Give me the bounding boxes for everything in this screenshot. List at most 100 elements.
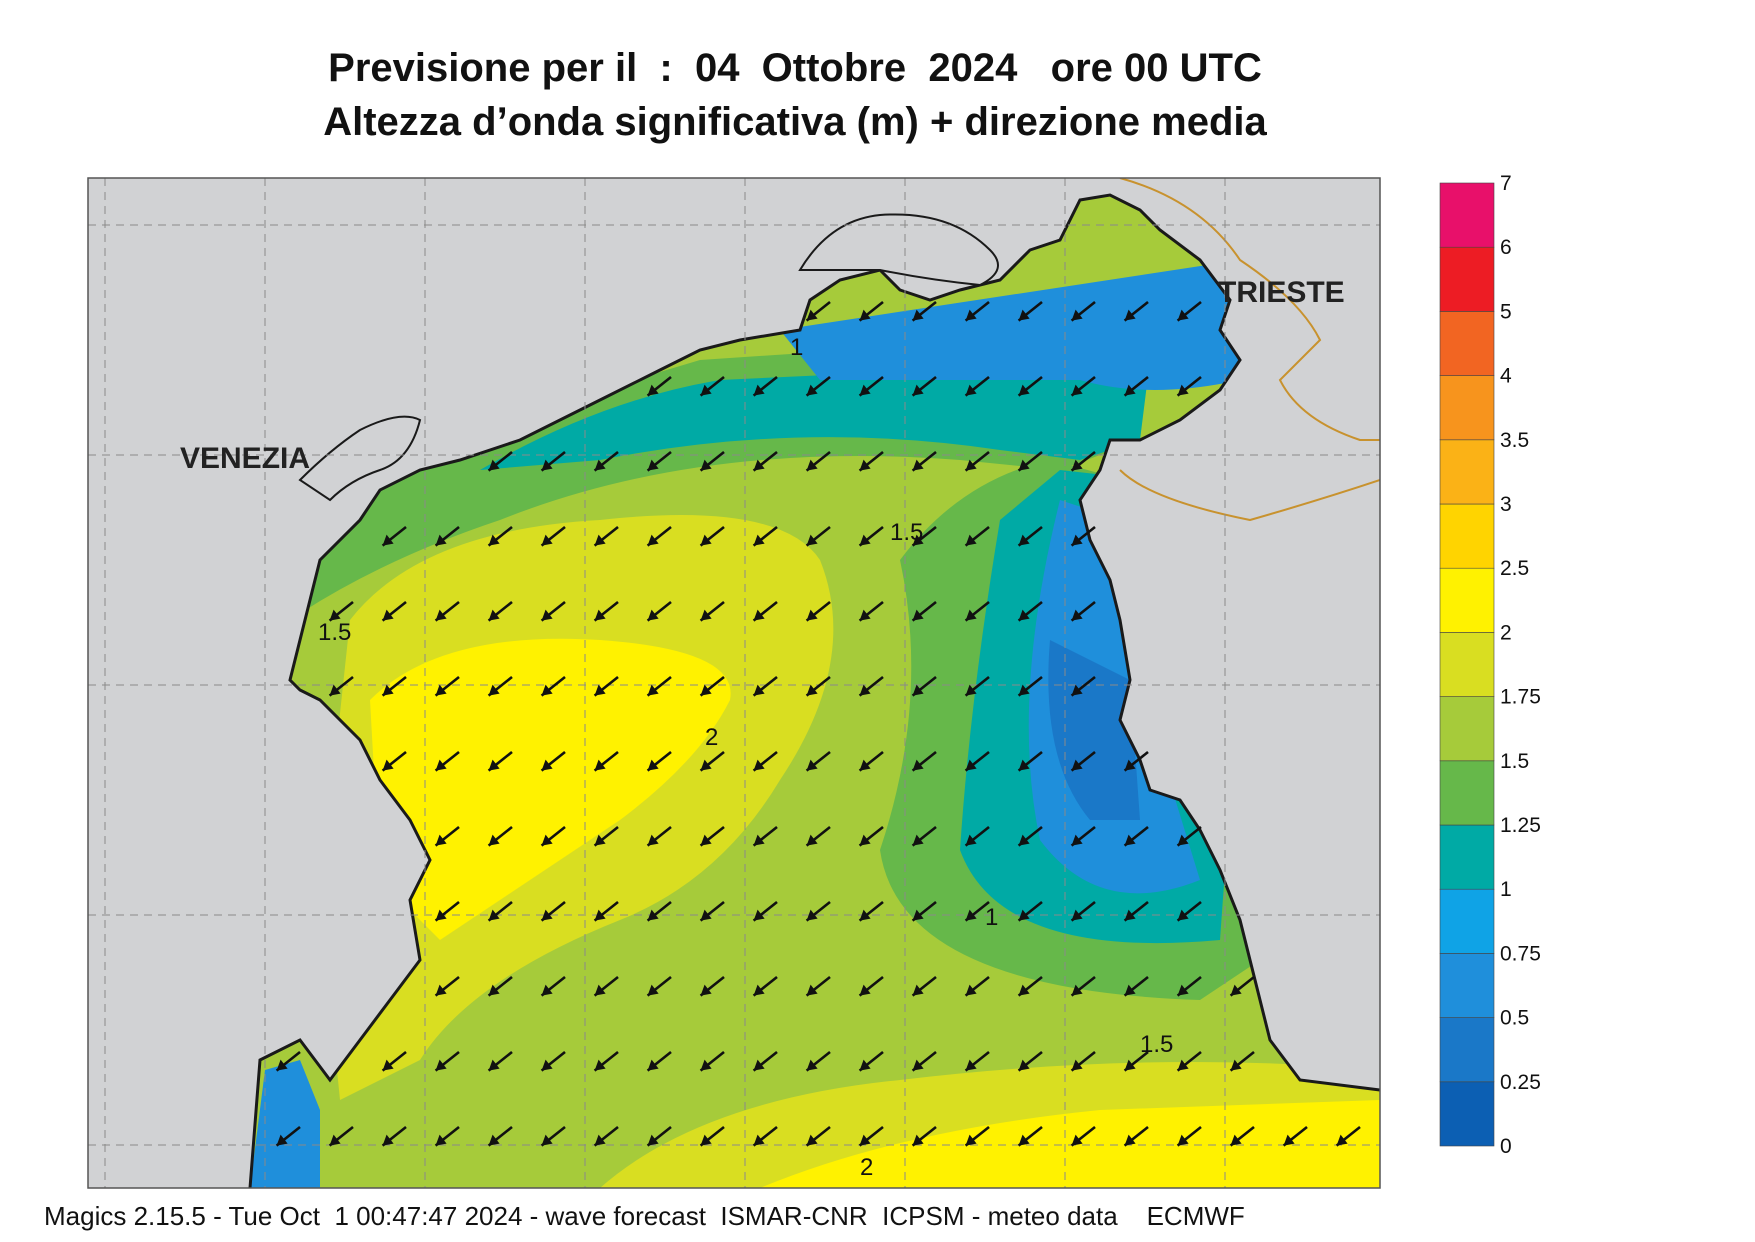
wave-direction-arrow <box>805 525 831 547</box>
wave-direction-arrow <box>1017 375 1043 397</box>
wave-direction-arrow <box>752 1125 778 1147</box>
wave-direction-arrow <box>487 750 513 772</box>
wave-direction-arrow <box>964 900 990 922</box>
band-2-core <box>370 638 731 940</box>
grado-lagoon <box>798 213 999 287</box>
wave-direction-arrow <box>1070 375 1096 397</box>
wave-direction-arrow <box>1017 975 1043 997</box>
colorbar-swatch <box>1439 1081 1495 1147</box>
wave-direction-arrow <box>858 300 884 322</box>
map-border <box>87 177 1381 1189</box>
colorbar-tick-label: 1 <box>1500 878 1512 901</box>
wave-direction-arrow <box>275 1125 301 1147</box>
colorbar-tick-label: 2.5 <box>1500 557 1529 580</box>
wave-direction-arrow <box>858 825 884 847</box>
colorbar-swatch <box>1439 632 1495 697</box>
colorbar-swatch <box>1439 182 1495 248</box>
wave-direction-arrow <box>699 675 725 697</box>
wave-direction-arrow <box>1123 1050 1149 1072</box>
wave-direction-arrow <box>381 1125 407 1147</box>
wave-direction-arrow <box>805 675 831 697</box>
wave-direction-arrow <box>1017 1125 1043 1147</box>
wave-direction-arrow <box>434 675 460 697</box>
wave-direction-arrow <box>434 600 460 622</box>
wave-direction-arrow <box>434 825 460 847</box>
wave-direction-arrow <box>1176 1125 1202 1147</box>
contour-label-1-5-south: 1.5 <box>1140 1031 1173 1058</box>
wave-direction-arrow <box>858 1125 884 1147</box>
wave-direction-arrow <box>911 825 937 847</box>
wave-direction-arrow <box>646 975 672 997</box>
colorbar-swatch <box>1439 760 1495 826</box>
wave-direction-arrow <box>699 900 725 922</box>
wave-direction-arrow <box>1282 1125 1308 1147</box>
colorbar-swatch <box>1439 375 1495 441</box>
wave-direction-arrow <box>1229 975 1255 997</box>
wave-direction-arrow <box>911 1125 937 1147</box>
wave-direction-arrow <box>911 600 937 622</box>
wave-direction-arrow <box>381 750 407 772</box>
wave-direction-arrow <box>805 825 831 847</box>
wave-direction-arrow <box>805 1050 831 1072</box>
wave-direction-arrow <box>1123 825 1149 847</box>
wave-direction-arrow <box>434 900 460 922</box>
wave-direction-arrow <box>858 975 884 997</box>
wave-direction-arrow <box>911 450 937 472</box>
wave-direction-arrow <box>1017 825 1043 847</box>
wave-direction-arrow <box>593 975 619 997</box>
wave-direction-arrow <box>381 675 407 697</box>
wave-direction-arrow <box>1070 975 1096 997</box>
colorbar-tick-label: 1.5 <box>1500 750 1529 773</box>
wave-direction-arrow <box>911 975 937 997</box>
direction-arrows <box>275 300 1361 1147</box>
wave-direction-arrow <box>699 525 725 547</box>
colorbar-swatch <box>1439 696 1495 762</box>
wave-direction-arrow <box>964 600 990 622</box>
contour-label-1-north: 1 <box>790 334 803 361</box>
colorbar-tick-label: 2 <box>1500 621 1512 644</box>
wave-direction-arrow <box>752 825 778 847</box>
wave-direction-arrow <box>699 600 725 622</box>
wave-direction-arrow <box>1123 1125 1149 1147</box>
wave-direction-arrow <box>646 1125 672 1147</box>
wave-direction-arrow <box>540 750 566 772</box>
wave-direction-arrow <box>1017 675 1043 697</box>
wave-direction-arrow <box>1176 375 1202 397</box>
colorbar-tick-label: 0.5 <box>1500 1007 1529 1030</box>
contour-labels: 1 1.5 1.5 2 1 1.5 2 <box>318 334 1173 1181</box>
wave-direction-arrow <box>1070 750 1096 772</box>
wave-direction-arrow <box>328 1125 354 1147</box>
wave-direction-arrow <box>328 600 354 622</box>
wave-direction-arrow <box>540 975 566 997</box>
wave-direction-arrow <box>752 450 778 472</box>
wave-direction-arrow <box>1335 1125 1361 1147</box>
wave-direction-arrow <box>752 675 778 697</box>
wave-direction-arrow <box>487 525 513 547</box>
band-0-75-southwest <box>250 1060 320 1188</box>
colorbar-swatch <box>1439 246 1495 312</box>
wave-direction-arrow <box>699 375 725 397</box>
wave-direction-arrow <box>593 600 619 622</box>
wave-direction-arrow <box>328 675 354 697</box>
place-label-trieste: TRIESTE <box>1218 276 1345 309</box>
title-line-1: Previsione per il : 04 Ottobre 2024 ore … <box>328 46 1262 90</box>
wave-direction-arrow <box>858 900 884 922</box>
colorbar-tick-label: 6 <box>1500 236 1512 259</box>
wave-direction-arrow <box>699 975 725 997</box>
wave-direction-arrow <box>540 675 566 697</box>
wave-direction-arrow <box>1176 900 1202 922</box>
wave-direction-arrow <box>1017 900 1043 922</box>
wave-direction-arrow <box>805 450 831 472</box>
wave-direction-arrow <box>1176 1050 1202 1072</box>
colorbar-swatch <box>1439 311 1495 376</box>
wave-direction-arrow <box>540 1050 566 1072</box>
wave-direction-arrow <box>1123 750 1149 772</box>
wave-direction-arrow <box>858 675 884 697</box>
band-1-north <box>480 360 1150 470</box>
wave-direction-arrow <box>964 1050 990 1072</box>
wave-direction-arrow <box>540 450 566 472</box>
contour-label-1-east: 1 <box>985 904 998 931</box>
wave-direction-arrow <box>805 1125 831 1147</box>
wave-direction-arrow <box>487 975 513 997</box>
